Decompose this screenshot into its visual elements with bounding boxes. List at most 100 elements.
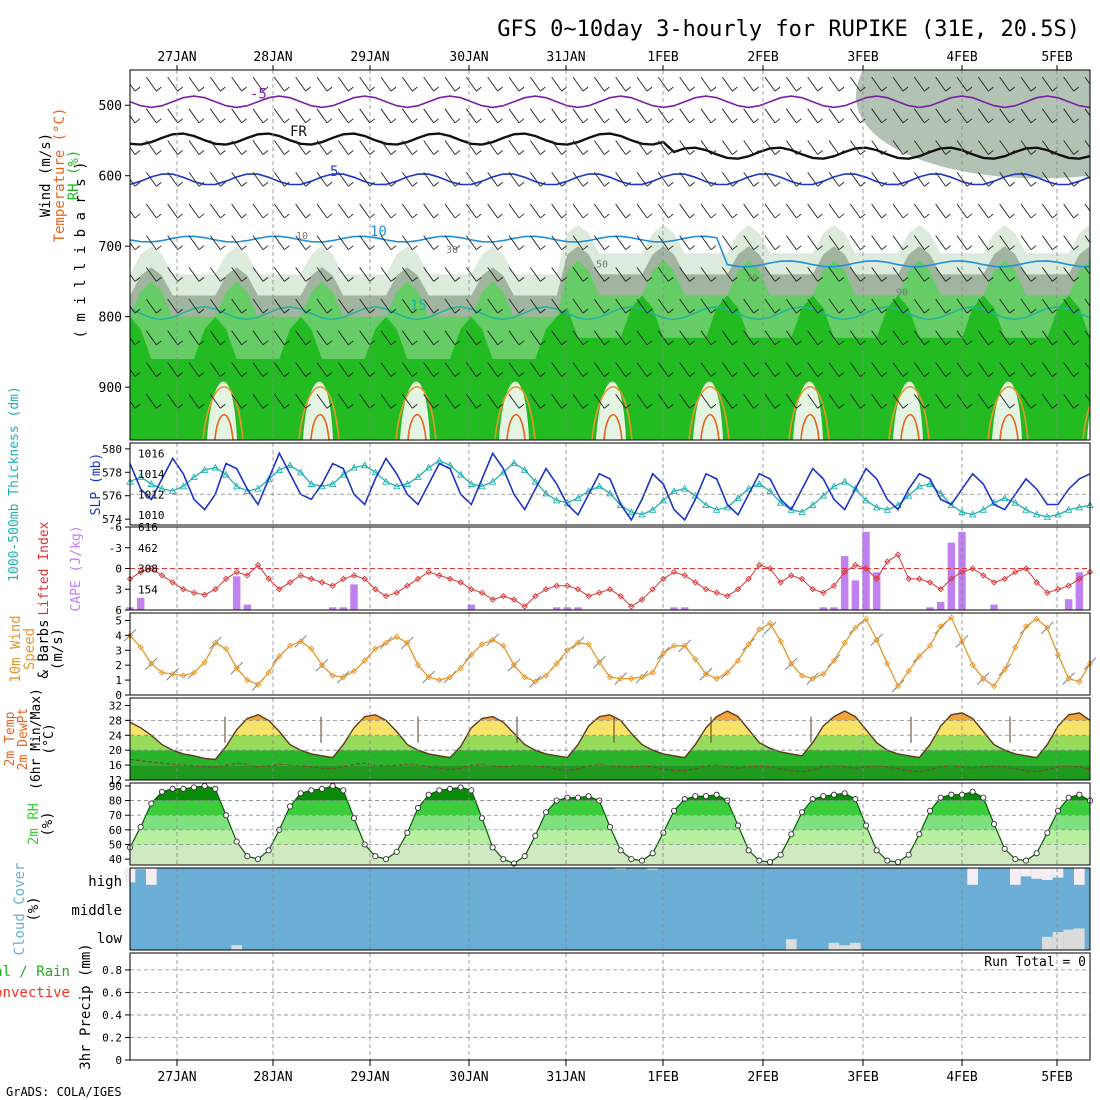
wind-barb <box>380 298 392 314</box>
wind10m-barb <box>763 621 777 635</box>
wind-barb-flag <box>305 86 311 92</box>
wind-barb-flag <box>604 277 610 282</box>
wind-barb <box>188 298 200 314</box>
wind-barb-flag <box>540 340 546 346</box>
wind-barb-flag <box>134 340 141 346</box>
wind-barb-flag <box>412 213 418 219</box>
wind-barb <box>337 267 349 282</box>
lifted-index-point <box>222 575 230 583</box>
rh-point <box>489 844 496 851</box>
wind-barb <box>444 76 456 92</box>
wind-barb <box>1041 108 1053 124</box>
wind-barb-flag <box>134 118 141 124</box>
thickness-point <box>819 491 828 499</box>
wind-barb <box>679 298 691 314</box>
wind-barb-flag <box>1073 340 1079 346</box>
wind-barb-flag <box>454 245 461 251</box>
day-label-bottom: 31JAN <box>546 1070 585 1085</box>
wind-barb <box>231 140 243 155</box>
wind-barb <box>892 171 904 187</box>
wind-barb <box>977 203 989 219</box>
rh-point <box>692 793 699 800</box>
wind-barb <box>700 362 712 377</box>
wind-barb-flag <box>774 213 781 219</box>
wind-barb-flag <box>966 340 973 346</box>
wind-barb <box>1020 171 1032 187</box>
wind-barb-flag <box>348 213 354 219</box>
cloud-gap <box>1031 868 1042 879</box>
wind-barb-flag <box>902 340 909 346</box>
wind-barb <box>401 108 413 124</box>
wind-barb <box>465 203 477 219</box>
wind-barb-flag <box>156 118 162 124</box>
thickness-point <box>744 484 753 492</box>
wind-barb <box>209 362 221 377</box>
wind-barb <box>1063 203 1075 219</box>
thickness-point <box>702 501 710 509</box>
wind-barb <box>593 203 605 219</box>
wind-barb <box>700 171 712 187</box>
wind-barb <box>1041 171 1053 187</box>
wind-barb-flag <box>668 372 674 377</box>
rh-point <box>329 782 336 789</box>
wind-barb-flag <box>838 277 845 282</box>
wind-barb-flag <box>753 372 759 377</box>
wind-barb <box>913 267 925 282</box>
wind-barb-flag <box>476 213 482 219</box>
wind-barb <box>700 76 712 92</box>
wind-barb-flag <box>476 181 482 187</box>
wind-barb <box>316 393 328 409</box>
rh-point <box>286 803 294 810</box>
wind10m-point <box>158 669 166 676</box>
wind-barb-flag <box>902 118 909 124</box>
wind-barb <box>785 203 797 219</box>
wind10m-point <box>841 639 848 646</box>
wind-barb <box>828 235 840 250</box>
wind-barb-flag <box>326 277 333 282</box>
wind-barb <box>743 140 755 155</box>
wind10m-point <box>980 675 987 682</box>
wind-barb <box>273 171 285 187</box>
wind-barb <box>252 362 264 377</box>
wind-barb-flag <box>646 150 653 155</box>
lifted-index-point <box>340 575 347 583</box>
slp-ylabel: SLP (mb) <box>89 453 104 516</box>
upper-units-line: ( m i l l i b a r s ) <box>73 161 89 338</box>
wind-barb <box>1084 76 1090 85</box>
thickness-point <box>627 508 636 516</box>
wind-barb-flag <box>710 86 717 92</box>
wind-barb <box>401 235 413 250</box>
wind-barb-flag <box>305 403 311 409</box>
upper-frame <box>129 69 1091 441</box>
wind-barb-flag <box>433 118 439 124</box>
wind-barb-flag <box>774 277 781 282</box>
day-label-top: 5FEB <box>1041 50 1072 65</box>
wind-barb-flag <box>198 86 205 92</box>
wind-barb-flag <box>646 181 653 187</box>
wind-barb <box>977 108 989 124</box>
wind10m-point <box>457 665 464 672</box>
wind-barb <box>508 76 520 92</box>
thickness-point <box>808 501 817 509</box>
wind10m-point <box>436 676 443 684</box>
wind-barb <box>273 393 285 409</box>
wind-barb-flag <box>198 245 205 251</box>
wind-barb-flag <box>262 403 269 409</box>
wind-barb-flag <box>1009 340 1015 346</box>
wind-barb-flag <box>796 86 802 92</box>
day-label-top: 28JAN <box>253 50 292 65</box>
wind-barb <box>999 393 1011 409</box>
wind-barb-flag <box>881 308 887 314</box>
wind-barb <box>935 76 947 92</box>
wind-barb-flag <box>241 403 247 409</box>
wind-barb-flag <box>220 86 226 92</box>
wind-barb <box>785 362 797 377</box>
wind-barb <box>273 140 285 155</box>
wind-barb <box>380 362 392 377</box>
wind-barb <box>1020 362 1032 377</box>
thickness-point <box>638 510 646 518</box>
thick-tick-label: 576 <box>102 490 122 503</box>
wind10m-line <box>129 616 1091 688</box>
